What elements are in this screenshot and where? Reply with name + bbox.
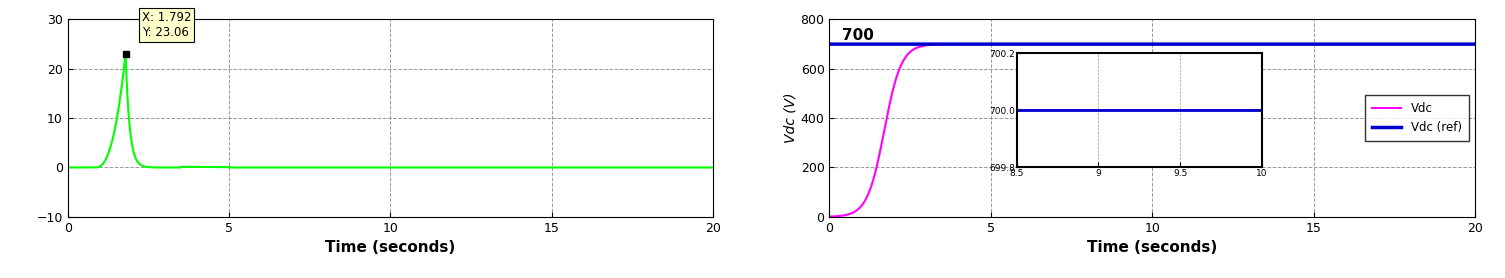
Y-axis label: Vdc (V): Vdc (V) (784, 93, 798, 143)
Text: X: 1.792
Y: 23.06: X: 1.792 Y: 23.06 (141, 11, 191, 39)
X-axis label: Time (seconds): Time (seconds) (1087, 240, 1218, 255)
X-axis label: Time (seconds): Time (seconds) (325, 240, 456, 255)
Text: 700: 700 (843, 28, 874, 43)
Legend: Vdc, Vdc (ref): Vdc, Vdc (ref) (1365, 95, 1469, 141)
